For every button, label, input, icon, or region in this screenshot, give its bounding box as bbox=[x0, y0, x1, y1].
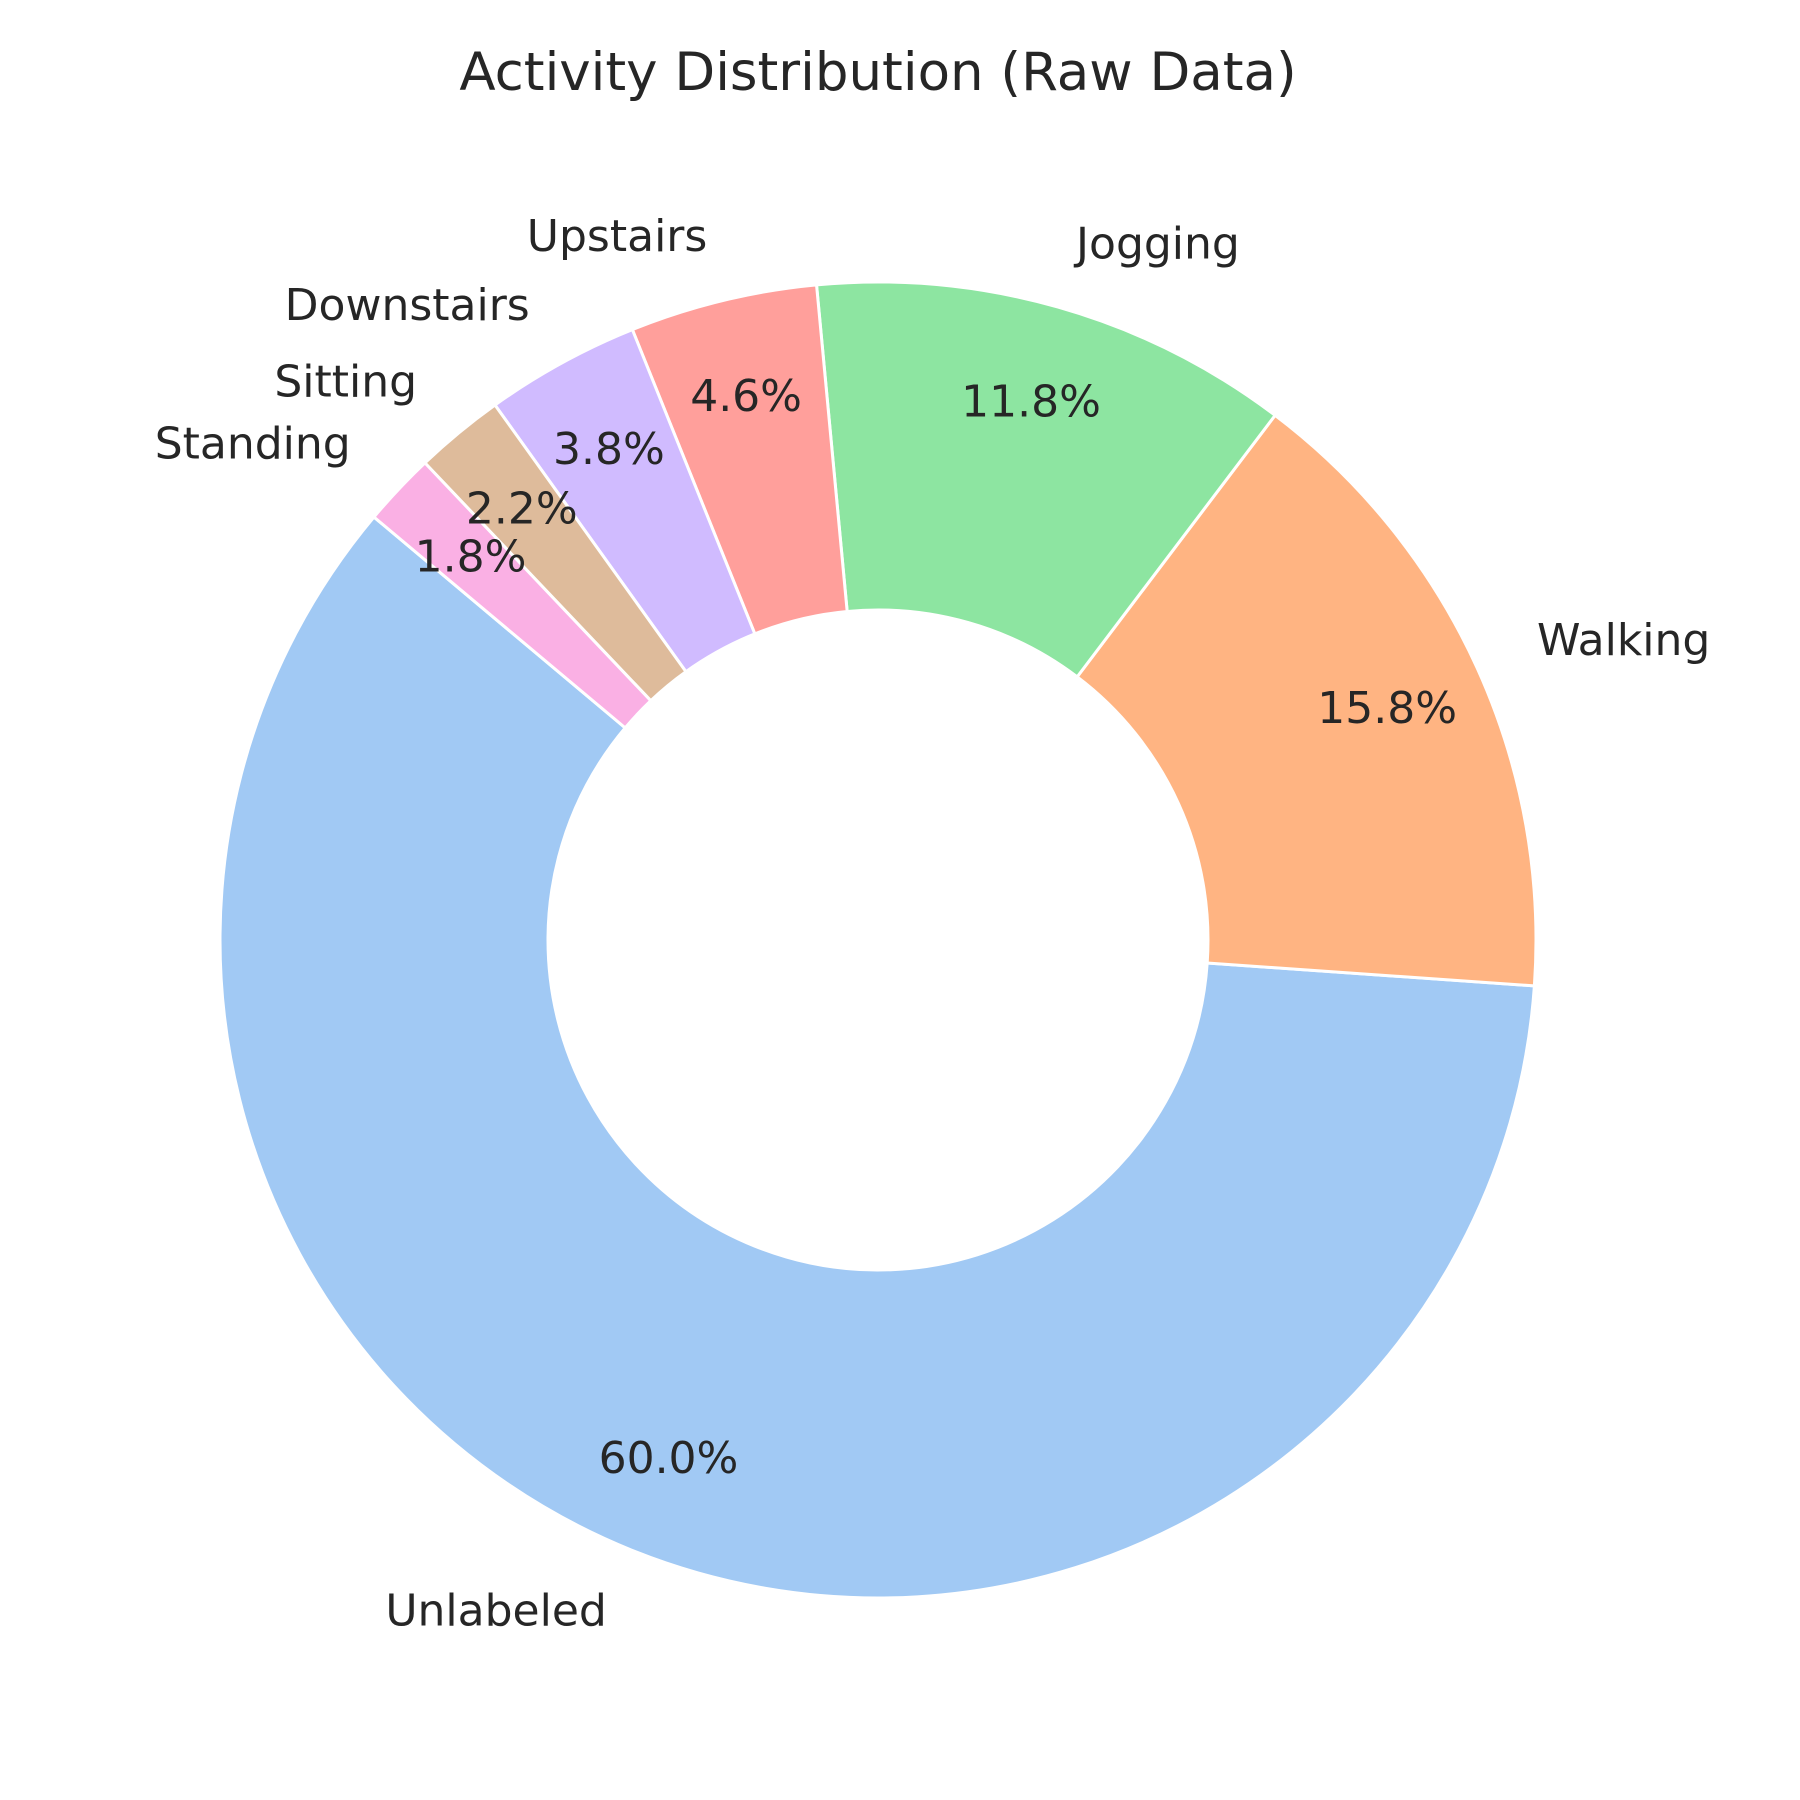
pct-label-walking: 15.8% bbox=[1317, 683, 1457, 734]
pct-label-standing: 1.8% bbox=[415, 531, 527, 582]
pct-label-upstairs: 4.6% bbox=[690, 371, 802, 422]
category-label-jogging: Jogging bbox=[1073, 218, 1240, 269]
slice-unlabeled bbox=[218, 515, 1536, 1600]
pct-label-downstairs: 3.8% bbox=[553, 424, 665, 475]
pct-label-unlabeled: 60.0% bbox=[599, 1433, 739, 1484]
category-label-downstairs: Downstairs bbox=[285, 280, 530, 331]
category-label-unlabeled: Unlabeled bbox=[385, 1586, 607, 1637]
pct-label-sitting: 2.2% bbox=[466, 483, 578, 534]
slice-standing bbox=[372, 461, 653, 730]
slice-jogging bbox=[815, 280, 1277, 679]
chart-title: Activity Distribution (Raw Data) bbox=[459, 42, 1296, 103]
labels-group: 60.0% Unlabeled 15.8% Walking 11.8% Jogging 4.… bbox=[155, 211, 1711, 1636]
category-label-upstairs: Upstairs bbox=[527, 211, 708, 262]
category-label-walking: Walking bbox=[1537, 615, 1710, 666]
category-label-sitting: Sitting bbox=[274, 356, 417, 407]
slices-group bbox=[218, 280, 1538, 1600]
pct-label-jogging: 11.8% bbox=[961, 377, 1101, 428]
slice-walking bbox=[1075, 413, 1538, 988]
category-label-standing: Standing bbox=[155, 419, 351, 470]
